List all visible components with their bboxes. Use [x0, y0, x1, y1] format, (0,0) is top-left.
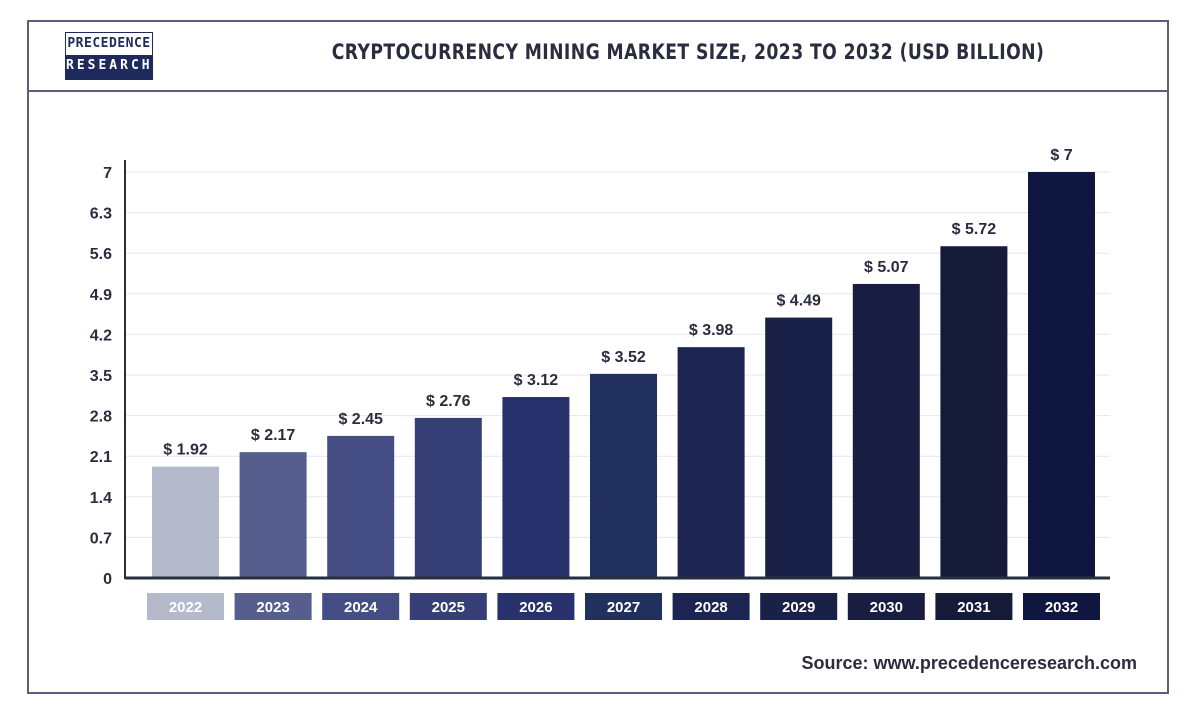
x-tick-label: 2023 [256, 599, 289, 616]
brand-line2: RESEARCH [66, 55, 152, 79]
brand-line1: PRECEDENCE [67, 36, 151, 51]
data-label: $ 1.92 [163, 442, 208, 459]
y-tick-label: 4.2 [90, 327, 112, 344]
x-label-box [760, 593, 838, 620]
x-label-box [935, 593, 1013, 620]
x-tick-label: 2031 [957, 599, 990, 616]
bar-2029 [765, 317, 833, 578]
bar-2023 [239, 452, 307, 578]
data-label: $ 3.52 [601, 349, 646, 366]
bar-2031 [940, 246, 1008, 579]
y-tick-label: 3.5 [90, 368, 112, 385]
x-label-box [672, 593, 750, 620]
x-label-box [322, 593, 400, 620]
x-label-box [1023, 593, 1100, 620]
x-label-box [497, 593, 575, 620]
y-tick-label: 2.8 [90, 409, 112, 426]
header: PRECEDENCE RESEARCH CRYPTOCURRENCY MININ… [29, 22, 1167, 92]
data-label: $ 3.12 [514, 372, 559, 389]
x-label-box [409, 593, 487, 620]
bar-2025 [414, 417, 482, 578]
x-tick-label: 2024 [344, 599, 378, 616]
y-tick-label: 6.3 [90, 206, 112, 223]
data-label: $ 3.98 [689, 322, 734, 339]
data-label: $ 2.45 [338, 411, 383, 428]
y-tick-label: 0.7 [90, 530, 112, 547]
x-tick-label: 2026 [519, 599, 552, 616]
x-tick-label: 2028 [694, 599, 727, 616]
bar-2027 [590, 373, 657, 578]
y-tick-label: 7 [103, 165, 112, 182]
y-tick-label: 5.6 [90, 246, 112, 263]
data-label: $ 2.17 [251, 427, 296, 444]
x-label-box [147, 593, 224, 620]
x-label-box [585, 593, 662, 620]
data-label: $ 4.49 [776, 293, 821, 310]
bar-2028 [677, 347, 745, 578]
x-tick-label: 2027 [607, 599, 640, 616]
y-tick-label: 0 [103, 571, 112, 588]
bar-2024 [327, 435, 395, 578]
x-tick-label: 2022 [169, 599, 202, 616]
bar-2026 [502, 397, 570, 578]
chart-frame: PRECEDENCE RESEARCH CRYPTOCURRENCY MININ… [27, 20, 1169, 694]
y-tick-label: 2.1 [90, 449, 112, 466]
y-tick-label: 4.9 [90, 287, 112, 304]
x-label-box [847, 593, 925, 620]
data-label: $ 7 [1050, 147, 1072, 164]
y-tick-label: 1.4 [90, 490, 112, 507]
data-label: $ 5.07 [864, 259, 909, 276]
source-note: Source: www.precedenceresearch.com [801, 653, 1137, 673]
x-tick-label: 2025 [432, 599, 465, 616]
chart-title: CRYPTOCURRENCY MINING MARKET SIZE, 2023 … [331, 40, 1045, 64]
bar-2032 [1028, 172, 1095, 578]
x-label-box [234, 593, 312, 620]
x-tick-label: 2032 [1045, 599, 1078, 616]
brand-logo: PRECEDENCE RESEARCH [65, 32, 153, 80]
data-label: $ 2.76 [426, 393, 471, 410]
x-tick-label: 2029 [782, 599, 815, 616]
data-label: $ 5.72 [952, 221, 997, 238]
x-tick-label: 2030 [870, 599, 903, 616]
bar-2022 [152, 466, 219, 578]
bar-2030 [852, 283, 920, 578]
